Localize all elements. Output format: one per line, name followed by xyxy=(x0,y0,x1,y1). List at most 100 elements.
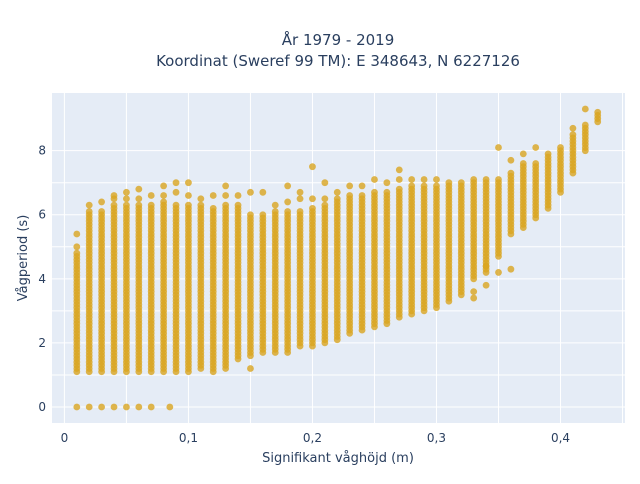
data-point xyxy=(309,195,316,203)
data-point xyxy=(495,144,502,151)
data-point xyxy=(123,195,130,203)
data-point xyxy=(209,204,217,212)
data-point xyxy=(470,288,478,296)
data-point xyxy=(433,176,440,183)
data-point xyxy=(594,108,602,116)
data-point xyxy=(110,192,118,199)
data-point xyxy=(160,192,168,199)
data-point xyxy=(98,403,106,411)
data-point xyxy=(185,192,192,199)
data-point xyxy=(172,188,180,196)
data-point xyxy=(507,265,515,273)
data-point xyxy=(358,192,366,199)
data-point xyxy=(495,269,502,276)
data-point xyxy=(420,176,428,183)
data-point xyxy=(470,294,478,302)
data-point xyxy=(470,176,478,183)
data-point xyxy=(73,243,81,251)
y-tick-label: 2 xyxy=(38,336,46,350)
data-point xyxy=(209,368,217,376)
data-point xyxy=(73,403,81,411)
x-tick-label: 0,4 xyxy=(551,431,570,445)
data-point xyxy=(296,208,304,215)
chart-title-line-2: Koordinat (Sweref 99 TM): E 348643, N 62… xyxy=(156,52,520,70)
data-point xyxy=(271,208,279,215)
data-point xyxy=(519,150,527,158)
data-point xyxy=(371,176,378,183)
data-point xyxy=(135,185,143,193)
data-point xyxy=(321,201,329,209)
x-tick-labels: 0 0,1 0,2 0,3 0,4 xyxy=(61,431,570,445)
data-point xyxy=(98,208,106,215)
data-point xyxy=(222,192,230,199)
data-point xyxy=(507,156,515,164)
x-tick-label: 0 xyxy=(61,431,69,445)
data-point xyxy=(569,124,577,132)
y-tick-labels: 0 2 4 6 8 xyxy=(38,144,46,414)
data-point xyxy=(433,182,440,190)
x-axis-title: Signifikant våghöjd (m) xyxy=(262,451,414,466)
data-point xyxy=(135,403,143,411)
y-tick-label: 6 xyxy=(38,208,46,222)
data-point xyxy=(581,121,589,129)
data-point xyxy=(309,204,316,212)
data-point xyxy=(346,182,354,190)
data-point xyxy=(197,201,205,209)
data-point xyxy=(222,201,230,209)
data-point xyxy=(222,365,230,372)
data-point xyxy=(123,188,130,196)
data-point xyxy=(85,208,93,215)
data-point xyxy=(85,403,93,411)
data-point xyxy=(135,195,143,203)
x-tick-label: 0,2 xyxy=(303,431,322,445)
data-point xyxy=(321,179,329,187)
x-tick-label: 0,3 xyxy=(427,431,446,445)
data-point xyxy=(234,201,242,209)
data-point xyxy=(482,262,490,270)
data-point xyxy=(557,144,564,151)
data-point xyxy=(371,188,378,196)
chart-title-line-1: År 1979 - 2019 xyxy=(282,30,395,49)
data-point xyxy=(383,188,391,196)
data-point xyxy=(135,201,143,209)
data-point xyxy=(395,185,403,193)
data-point xyxy=(296,188,304,196)
data-point xyxy=(408,182,416,190)
y-tick-label: 4 xyxy=(38,272,46,286)
data-point xyxy=(172,201,180,209)
y-tick-label: 8 xyxy=(38,144,46,158)
data-point xyxy=(482,176,490,183)
data-point xyxy=(247,188,254,196)
data-point xyxy=(110,201,118,209)
data-point xyxy=(185,179,192,187)
data-point xyxy=(482,281,490,289)
data-point xyxy=(147,192,155,199)
data-point xyxy=(358,182,366,190)
data-point xyxy=(247,365,254,372)
data-point xyxy=(346,192,354,199)
data-point xyxy=(383,179,391,187)
data-point xyxy=(85,201,93,209)
data-point xyxy=(445,179,453,187)
data-point xyxy=(581,105,589,113)
data-point xyxy=(544,150,552,158)
data-point xyxy=(333,188,341,196)
data-point xyxy=(457,179,465,187)
y-tick-label: 0 xyxy=(38,400,46,414)
data-point xyxy=(123,403,130,411)
data-point xyxy=(222,182,230,190)
data-point xyxy=(147,201,155,209)
data-point xyxy=(333,195,341,203)
data-point xyxy=(160,198,168,206)
data-point xyxy=(98,198,106,206)
data-point xyxy=(495,176,502,183)
data-point xyxy=(408,176,416,183)
data-point xyxy=(296,195,304,203)
data-point xyxy=(73,249,81,257)
data-point xyxy=(284,182,292,190)
data-point xyxy=(532,160,540,167)
data-point xyxy=(271,201,279,209)
data-point xyxy=(123,201,130,209)
